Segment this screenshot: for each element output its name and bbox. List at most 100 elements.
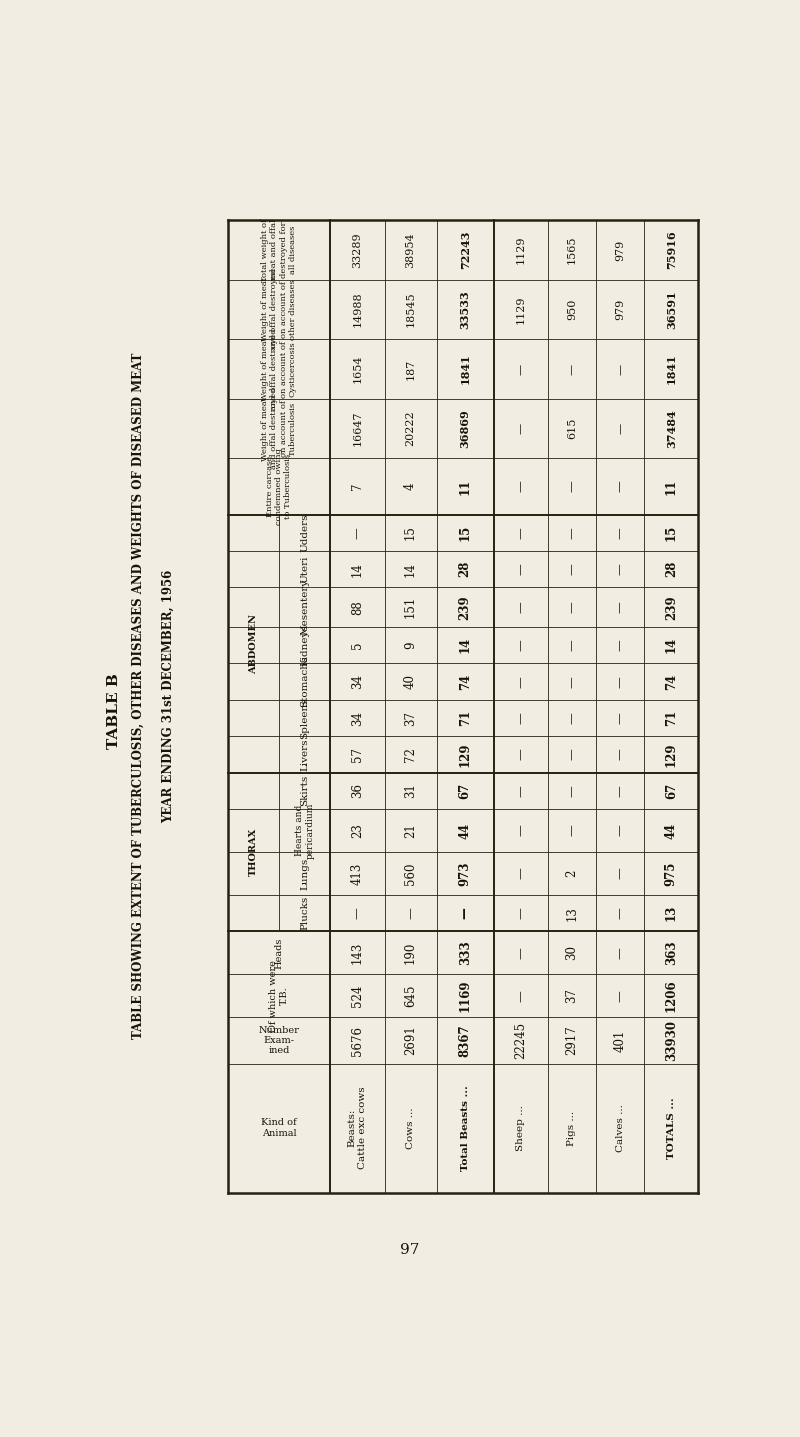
Text: 239: 239 — [458, 595, 472, 619]
Text: —: — — [516, 422, 526, 434]
Text: Total weight of
meat and offal
destroyed for
all diseases: Total weight of meat and offal destroyed… — [262, 218, 297, 282]
Text: —: — — [566, 563, 578, 575]
Text: 9: 9 — [404, 641, 417, 650]
Text: 151: 151 — [404, 596, 417, 618]
Text: ABDOMEN: ABDOMEN — [249, 614, 258, 674]
Text: —: — — [566, 825, 578, 836]
Text: 1841: 1841 — [666, 354, 677, 385]
Text: Spleens: Spleens — [300, 697, 309, 739]
Text: —: — — [458, 907, 472, 920]
Text: 187: 187 — [406, 358, 416, 379]
Text: TABLE SHOWING EXTENT OF TUBERCULOSIS, OTHER DISEASES AND WEIGHTS OF DISEASED MEA: TABLE SHOWING EXTENT OF TUBERCULOSIS, OT… — [132, 354, 146, 1039]
Text: 190: 190 — [404, 941, 417, 964]
Text: —: — — [614, 868, 626, 879]
Text: —: — — [514, 639, 527, 651]
Text: 975: 975 — [665, 861, 678, 885]
Text: 36591: 36591 — [666, 290, 677, 329]
Text: Kidneys: Kidneys — [300, 624, 309, 667]
Text: Hearts and
pericardium: Hearts and pericardium — [295, 802, 314, 859]
Text: 14: 14 — [665, 637, 678, 654]
Text: 979: 979 — [615, 240, 626, 260]
Text: Cows ...: Cows ... — [406, 1108, 415, 1150]
Text: 11: 11 — [458, 479, 472, 494]
Text: 36869: 36869 — [460, 410, 470, 448]
Text: 1169: 1169 — [458, 980, 472, 1012]
Text: 74: 74 — [458, 674, 472, 690]
Text: —: — — [614, 990, 626, 1002]
Text: 11: 11 — [665, 479, 678, 494]
Text: 1129: 1129 — [516, 295, 526, 323]
Text: —: — — [567, 364, 577, 375]
Text: —: — — [566, 527, 578, 539]
Text: —: — — [614, 601, 626, 614]
Text: 129: 129 — [665, 741, 678, 767]
Text: 40: 40 — [404, 674, 417, 690]
Text: 979: 979 — [615, 299, 626, 320]
Text: 1129: 1129 — [516, 236, 526, 264]
Text: 8367: 8367 — [458, 1025, 472, 1056]
Text: 2917: 2917 — [566, 1026, 578, 1055]
Text: —: — — [514, 675, 527, 687]
Text: YEAR ENDING 31st DECEMBER, 1956: YEAR ENDING 31st DECEMBER, 1956 — [162, 569, 174, 822]
Text: 67: 67 — [458, 783, 472, 799]
Text: Number
Exam-
ined: Number Exam- ined — [258, 1026, 299, 1055]
Text: Sheep ...: Sheep ... — [516, 1105, 526, 1151]
Text: 97: 97 — [400, 1243, 420, 1257]
Text: —: — — [514, 713, 527, 724]
Text: —: — — [614, 785, 626, 796]
Text: Total Beasts ...: Total Beasts ... — [461, 1085, 470, 1171]
Text: —: — — [614, 480, 626, 493]
Text: 71: 71 — [665, 710, 678, 726]
Text: Weight of meat
and offal destroyed
on account of
Cysticercosis: Weight of meat and offal destroyed on ac… — [262, 328, 297, 410]
Text: 34: 34 — [351, 674, 364, 690]
Text: Plucks: Plucks — [300, 897, 309, 930]
Text: 14988: 14988 — [353, 292, 362, 328]
Text: Weight of meat
and offal destroyed
on account of
other diseases: Weight of meat and offal destroyed on ac… — [262, 269, 297, 351]
Text: Udders: Udders — [300, 513, 309, 552]
Text: 363: 363 — [665, 941, 678, 966]
Text: Beasts:
Cattle exc cows: Beasts: Cattle exc cows — [348, 1086, 367, 1170]
Text: 37: 37 — [404, 710, 417, 726]
Text: 44: 44 — [665, 822, 678, 839]
Text: —: — — [514, 601, 527, 614]
Text: 4: 4 — [404, 483, 417, 490]
Text: 33930: 33930 — [665, 1020, 678, 1061]
Text: 143: 143 — [351, 941, 364, 964]
Text: —: — — [615, 422, 626, 434]
Text: —: — — [614, 713, 626, 724]
Text: 15: 15 — [458, 525, 472, 540]
Text: 1841: 1841 — [460, 354, 470, 385]
Text: —: — — [566, 749, 578, 760]
Text: —: — — [614, 907, 626, 920]
Text: —: — — [514, 480, 527, 493]
Text: 31: 31 — [404, 783, 417, 798]
Text: —: — — [351, 527, 364, 539]
Text: —: — — [514, 527, 527, 539]
Text: 2691: 2691 — [404, 1026, 417, 1055]
Text: 239: 239 — [665, 595, 678, 619]
Text: 1654: 1654 — [353, 355, 362, 384]
Text: —: — — [614, 639, 626, 651]
Text: TABLE B: TABLE B — [107, 674, 121, 749]
Text: Of which were
T.B.: Of which were T.B. — [270, 960, 289, 1032]
Text: 950: 950 — [567, 299, 577, 320]
Text: Stomachs: Stomachs — [300, 655, 309, 707]
Text: —: — — [566, 785, 578, 796]
Text: 560: 560 — [404, 862, 417, 885]
Text: 71: 71 — [458, 710, 472, 726]
Text: 16647: 16647 — [353, 411, 362, 447]
Text: 36: 36 — [351, 783, 364, 799]
Text: —: — — [514, 785, 527, 796]
Text: 13: 13 — [566, 905, 578, 921]
Text: 37484: 37484 — [666, 410, 677, 448]
Text: —: — — [566, 601, 578, 614]
Text: 14: 14 — [351, 562, 364, 576]
Text: —: — — [566, 713, 578, 724]
Text: 44: 44 — [458, 822, 472, 839]
Text: 23: 23 — [351, 823, 364, 838]
Text: Calves ...: Calves ... — [616, 1104, 625, 1152]
Text: 973: 973 — [458, 861, 472, 885]
Text: 1565: 1565 — [567, 236, 577, 264]
Text: 15: 15 — [404, 526, 417, 540]
Text: Pigs ...: Pigs ... — [567, 1111, 576, 1145]
